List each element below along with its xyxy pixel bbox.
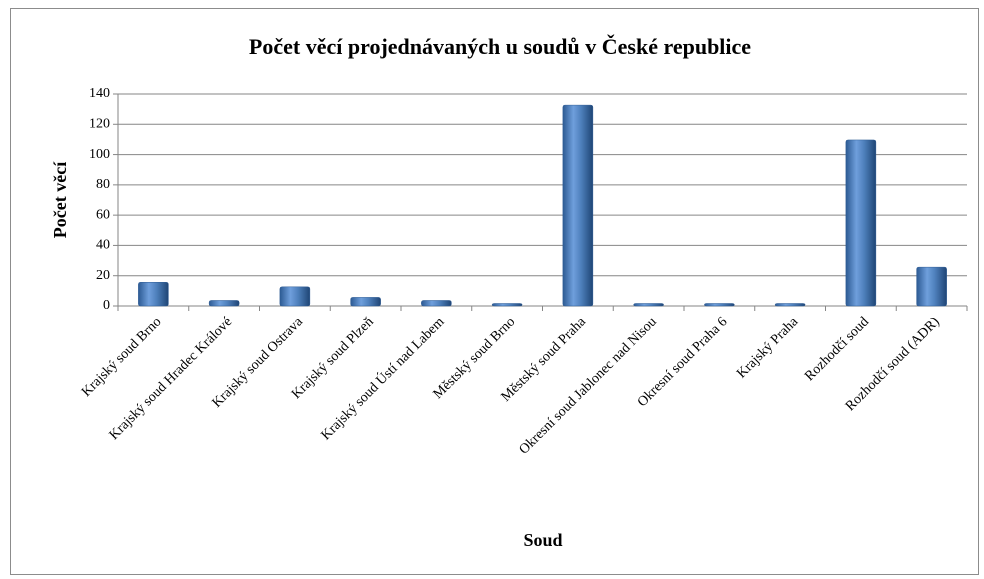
y-tick-label: 0 bbox=[103, 298, 110, 313]
x-axis-title: Soud bbox=[523, 530, 562, 550]
bar bbox=[421, 300, 452, 307]
chart-border bbox=[10, 8, 979, 575]
bar bbox=[845, 139, 877, 307]
y-tick-label: 80 bbox=[96, 177, 110, 192]
y-tick-label: 60 bbox=[96, 207, 110, 222]
y-tick-label: 140 bbox=[89, 86, 110, 101]
y-tick-label: 120 bbox=[89, 117, 110, 132]
bar bbox=[491, 303, 523, 307]
bar bbox=[916, 266, 947, 307]
bar bbox=[350, 297, 381, 307]
bar bbox=[704, 303, 735, 307]
bar bbox=[774, 303, 806, 307]
bar bbox=[279, 286, 311, 307]
bar bbox=[562, 104, 594, 307]
chart-title: Počet věcí projednávaných u soudů v Česk… bbox=[249, 34, 751, 59]
y-tick-label: 20 bbox=[96, 268, 110, 283]
y-tick-label: 100 bbox=[89, 147, 110, 162]
bar bbox=[208, 300, 240, 307]
bar bbox=[138, 282, 169, 307]
y-tick-label: 40 bbox=[96, 238, 110, 253]
bar bbox=[633, 303, 664, 307]
y-axis-title: Počet věcí bbox=[50, 161, 70, 238]
